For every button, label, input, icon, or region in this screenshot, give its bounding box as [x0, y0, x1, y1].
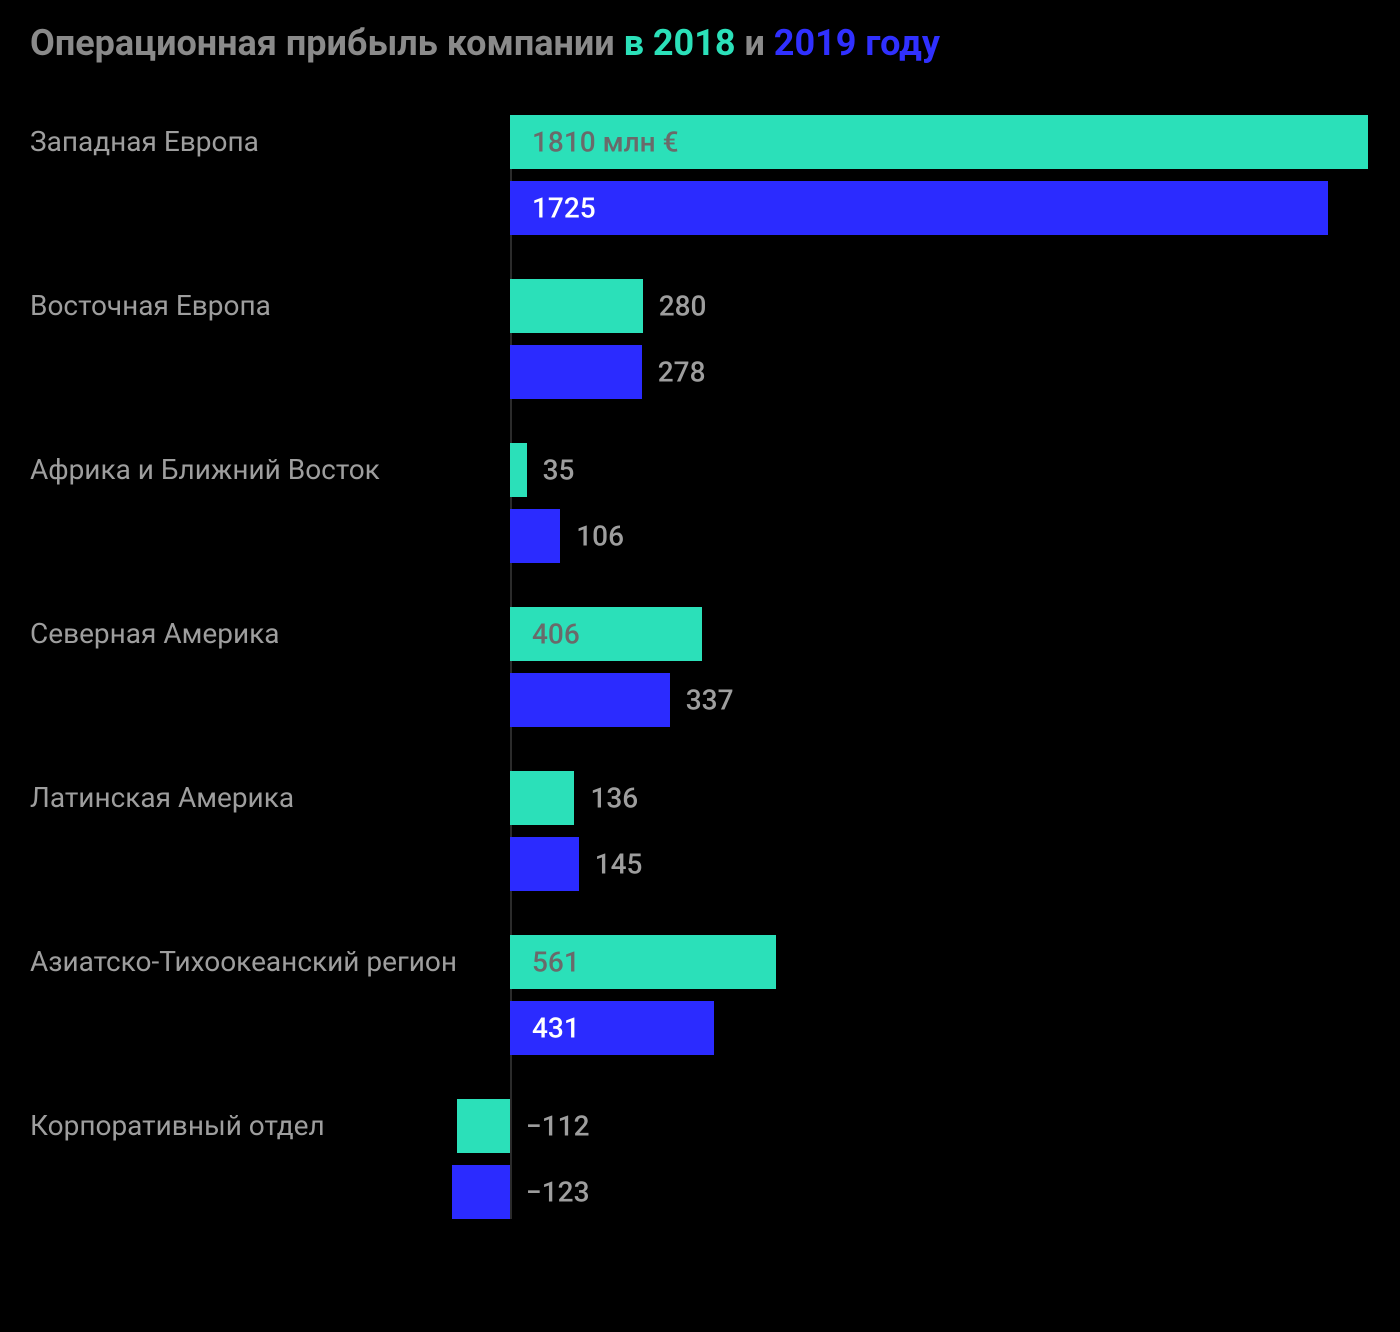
chart-title: Операционная прибыль компании в 2018 и 2… [30, 20, 1370, 67]
bar-value-label: 136 [590, 781, 638, 814]
bar-2018 [510, 771, 574, 825]
title-prefix: Операционная прибыль компании [30, 22, 624, 64]
bars-area: −112 −123 [30, 1099, 1370, 1219]
bar-2018 [510, 443, 527, 497]
bar-row: 561 [30, 935, 1370, 989]
bar-value-label: 337 [686, 683, 734, 716]
bar-value-label: −123 [526, 1175, 590, 1208]
bar-value-label: −112 [526, 1109, 590, 1142]
category-group: Корпоративный отдел−112−123 [30, 1099, 1370, 1219]
bar-value-label: 1725 [532, 191, 596, 224]
bar-2019 [510, 837, 579, 891]
bar-row: 278 [30, 345, 1370, 399]
bars-area: 280 278 [30, 279, 1370, 399]
bar-2019 [510, 509, 560, 563]
bar-row: −123 [30, 1165, 1370, 1219]
bar-row: 1810 млн € [30, 115, 1370, 169]
bar-value-label: 561 [532, 945, 580, 978]
bar-row: 145 [30, 837, 1370, 891]
bars-area: 136 145 [30, 771, 1370, 891]
bar-value-label: 406 [532, 617, 580, 650]
category-group: Северная Америка406337 [30, 607, 1370, 727]
category-group: Восточная Европа280278 [30, 279, 1370, 399]
title-year-2019: 2019 году [774, 22, 940, 64]
bar-row: 431 [30, 1001, 1370, 1055]
bar-2019 [510, 181, 1328, 235]
bar-2018 [457, 1099, 510, 1153]
category-group: Азиатско-Тихоокеанский регион561431 [30, 935, 1370, 1055]
bar-2019 [510, 673, 670, 727]
bars-area: 561 431 [30, 935, 1370, 1055]
bar-value-label: 35 [543, 453, 575, 486]
category-group: Африка и Ближний Восток35106 [30, 443, 1370, 563]
category-group: Западная Европа1810 млн €1725 [30, 115, 1370, 235]
bar-value-label: 106 [576, 519, 624, 552]
bar-row: 406 [30, 607, 1370, 661]
title-year-2018: в 2018 [624, 22, 736, 64]
title-mid: и [736, 22, 774, 64]
bar-row: −112 [30, 1099, 1370, 1153]
bar-value-label: 1810 млн € [532, 125, 679, 158]
bar-row: 106 [30, 509, 1370, 563]
chart-container: Операционная прибыль компании в 2018 и 2… [0, 0, 1400, 1259]
bar-row: 1725 [30, 181, 1370, 235]
bar-row: 280 [30, 279, 1370, 333]
bar-2019 [452, 1165, 510, 1219]
bar-row: 337 [30, 673, 1370, 727]
bar-2019 [510, 345, 642, 399]
bars-area: 35106 [30, 443, 1370, 563]
bar-value-label: 431 [532, 1011, 580, 1044]
bar-row: 136 [30, 771, 1370, 825]
bar-2018 [510, 279, 643, 333]
bar-value-label: 280 [659, 289, 707, 322]
bar-value-label: 278 [658, 355, 706, 388]
category-group: Латинская Америка136145 [30, 771, 1370, 891]
bar-value-label: 145 [595, 847, 643, 880]
bar-chart: Западная Европа1810 млн €1725Восточная Е… [30, 115, 1370, 1219]
bars-area: 1810 млн € 1725 [30, 115, 1370, 235]
bar-row: 35 [30, 443, 1370, 497]
bars-area: 406 337 [30, 607, 1370, 727]
